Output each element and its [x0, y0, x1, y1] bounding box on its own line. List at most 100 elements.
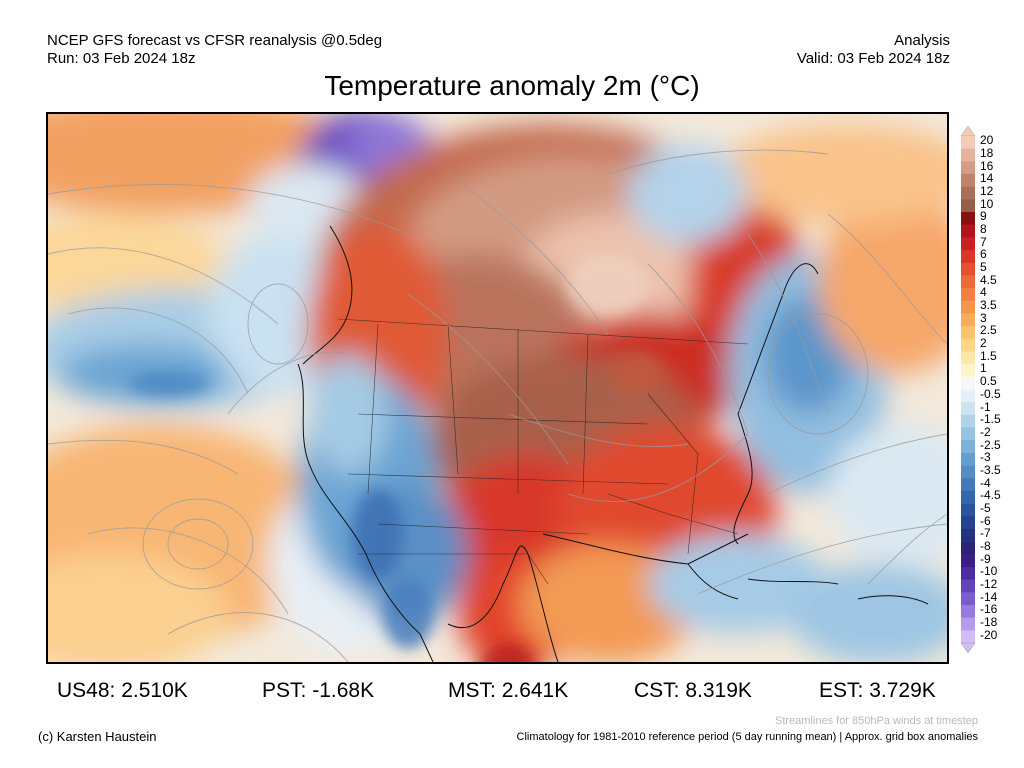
streamlines: [48, 149, 947, 662]
colorbar-tick-label: -4: [980, 475, 991, 490]
colorbar-tick-label: 16: [980, 158, 994, 173]
colorbar-segment: [961, 516, 975, 530]
colorbar-segment: [961, 402, 975, 416]
header-right: Analysis Valid: 03 Feb 2024 18z: [797, 32, 950, 68]
colorbar-tick-label: 3: [980, 310, 987, 325]
colorbar-tick-label: -12: [980, 576, 998, 591]
stat-value: 8.319K: [685, 679, 752, 702]
colorbar-segment: [961, 148, 975, 162]
colorbar-segment: [961, 275, 975, 289]
colorbar-segment: [961, 503, 975, 517]
colorbar-segment: [961, 465, 975, 479]
colorbar-tick-label: 9: [980, 209, 987, 224]
colorbar-tick-label: -10: [980, 564, 998, 579]
colorbar-segment: [961, 541, 975, 555]
colorbar-segment: [961, 427, 975, 441]
colorbar-tick-label: 18: [980, 146, 994, 160]
header-left: NCEP GFS forecast vs CFSR reanalysis @0.…: [47, 32, 382, 68]
colorbar-tick-label: -6: [980, 513, 991, 528]
colorbar-segment: [961, 617, 975, 631]
colorbar-segment: [961, 554, 975, 568]
colorbar-tick-label: 1.5: [980, 348, 997, 363]
colorbar-tick-label: 4.5: [980, 272, 997, 287]
stat-value: 3.729K: [869, 679, 936, 702]
colorbar-tick-label: -14: [980, 589, 998, 604]
colorbar-segment: [961, 288, 975, 302]
colorbar-tick-label: -16: [980, 602, 998, 617]
colorbar-segment: [961, 136, 975, 149]
colorbar-segment: [961, 389, 975, 403]
colorbar-tick-label: -3: [980, 450, 991, 465]
source-line: NCEP GFS forecast vs CFSR reanalysis @0.…: [47, 32, 383, 49]
colorbar-tick-label: -0.5: [980, 386, 1001, 401]
run-line: Run: 03 Feb 2024 18z: [47, 50, 196, 67]
stat-label: EST:: [819, 679, 864, 702]
colorbar-segment: [961, 566, 975, 580]
colorbar-segment: [961, 478, 975, 492]
streamlines-note: Streamlines for 850hPa winds at timestep: [775, 715, 978, 727]
colorbar-segment: [961, 313, 975, 327]
stat-value: 2.510K: [121, 679, 188, 702]
colorbar-tick-label: 10: [980, 196, 994, 211]
colorbar-segment: [961, 174, 975, 187]
colorbar-tick-label: 14: [980, 171, 994, 186]
colorbar-min-arrow: [960, 642, 976, 653]
mode-label: Analysis: [894, 32, 950, 49]
colorbar-tick-label: -7: [980, 526, 991, 541]
colorbar-segment: [961, 364, 975, 378]
colorbar-tick-label: 8: [980, 222, 987, 237]
colorbar-segment: [961, 490, 975, 504]
colorbar-segment: [961, 592, 975, 606]
colorbar-segment: [961, 262, 975, 276]
colorbar-tick-label: 7: [980, 234, 987, 249]
colorbar-segment: [961, 237, 975, 251]
colorbar-tick-label: -5: [980, 500, 991, 515]
valid-line: Valid: 03 Feb 2024 18z: [796, 50, 950, 67]
colorbar: [960, 126, 976, 653]
colorbar-segment: [961, 579, 975, 593]
colorbar-segment: [961, 224, 975, 238]
climatology-note: Climatology for 1981-2010 reference peri…: [516, 731, 978, 743]
colorbar-segment: [961, 300, 975, 314]
colorbar-segment: [961, 376, 975, 390]
colorbar-segment: [961, 440, 975, 454]
colorbar-tick-label: -4.5: [980, 488, 1001, 503]
colorbar-segment: [961, 199, 975, 213]
stat-label: CST:: [634, 679, 680, 702]
colorbar-segment: [961, 452, 975, 466]
colorbar-tick-label: 5: [980, 260, 987, 275]
colorbar-tick-label: 1: [980, 361, 987, 376]
colorbar-tick-label: 20: [980, 133, 994, 148]
stat-label: PST:: [262, 679, 307, 702]
colorbar-segment: [961, 161, 975, 175]
colorbar-segment: [961, 351, 975, 365]
credit: (c) Karsten Haustein: [38, 729, 157, 744]
stat-mst: MST: 2.641K: [448, 679, 568, 703]
colorbar-segment: [961, 528, 975, 542]
colorbar-tick-label: -9: [980, 551, 991, 566]
map-title: Temperature anomaly 2m (°C): [324, 70, 700, 101]
stats-row: US48: 2.510K PST: -1.68K MST: 2.641K CST…: [0, 679, 1024, 705]
stat-value: -1.68K: [312, 679, 375, 702]
stat-pst: PST: -1.68K: [262, 679, 374, 703]
colorbar-tick-label: -20: [980, 627, 998, 642]
map-canvas: [48, 114, 947, 662]
anomaly-detail: [128, 254, 666, 662]
stat-us48: US48: 2.510K: [57, 679, 188, 703]
colorbar-tick-label: -1.5: [980, 412, 1001, 427]
stat-label: US48:: [57, 679, 116, 702]
colorbar-tick-label: -8: [980, 538, 991, 553]
colorbar-segment: [961, 186, 975, 200]
colorbar-tick-label: -2: [980, 424, 991, 439]
stat-cst: CST: 8.319K: [634, 679, 752, 703]
colorbar-tick-label: -2.5: [980, 437, 1001, 452]
coastlines: [297, 225, 929, 662]
colorbar-segment: [961, 338, 975, 352]
colorbar-tick-label: -1: [980, 399, 991, 414]
stat-label: MST:: [448, 679, 496, 702]
borders: [337, 318, 749, 585]
temperature-anomaly-map: [46, 112, 949, 664]
colorbar-segment: [961, 212, 975, 226]
colorbar-tick-label: 2.5: [980, 323, 997, 338]
colorbar-segment: [961, 630, 975, 644]
